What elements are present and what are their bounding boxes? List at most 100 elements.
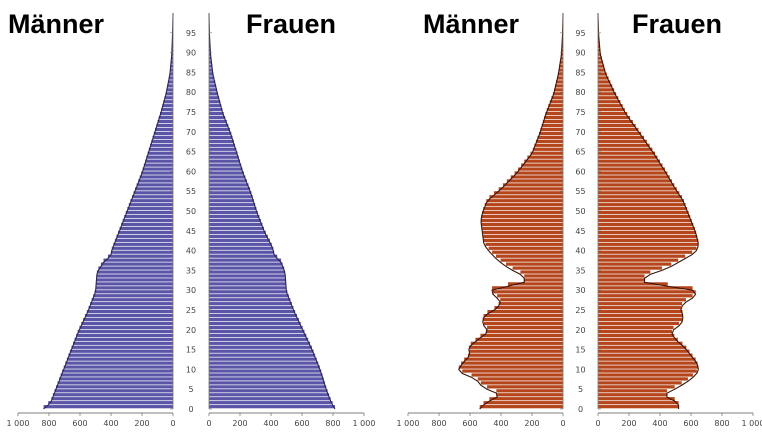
bar-right-age-66 [209, 143, 236, 147]
bar-right-age-10 [598, 365, 699, 369]
x-tick-label-right: 800 [325, 419, 340, 428]
bar-left-age-63 [146, 155, 173, 159]
bar-right-age-47 [598, 218, 692, 223]
bar-right-age-35 [209, 266, 285, 270]
bar-right-age-90 [598, 48, 601, 52]
age-tick-label: 10 [186, 365, 196, 374]
pyramid-2-right-bars [598, 20, 699, 409]
x-tick-label-left: 1 000 [397, 419, 420, 428]
bar-left-age-4 [496, 389, 563, 393]
age-tick-label: 0 [578, 405, 583, 414]
bar-right-age-71 [209, 123, 229, 128]
bar-left-age-88 [560, 56, 563, 60]
bar-right-age-13 [209, 353, 316, 357]
age-tick-label: 20 [575, 326, 585, 335]
age-tick-label: 15 [575, 346, 585, 355]
bar-right-age-28 [209, 294, 289, 298]
bar-left-age-13 [468, 353, 563, 357]
x-tick-label-right: 800 [714, 419, 729, 428]
bar-right-age-70 [209, 127, 230, 132]
bar-left-age-5 [55, 385, 173, 389]
age-tick-label: 85 [575, 68, 585, 77]
bar-right-age-81 [209, 84, 217, 88]
bar-left-age-16 [73, 341, 173, 345]
bar-right-age-82 [209, 80, 216, 84]
x-tick-label-left: 800 [41, 419, 56, 428]
pyramid-2-left-bars [458, 24, 564, 409]
bar-left-age-60 [142, 167, 173, 171]
bar-right-age-84 [209, 72, 214, 76]
bar-left-age-86 [559, 64, 563, 68]
bar-left-age-30 [95, 286, 173, 290]
bar-left-age-89 [171, 52, 173, 56]
bar-right-age-83 [598, 76, 609, 80]
bar-left-age-67 [151, 139, 173, 143]
age-tick-label: 55 [186, 187, 196, 196]
bar-left-age-44 [117, 230, 173, 235]
bar-right-age-45 [209, 226, 265, 231]
bar-left-age-0 [43, 405, 173, 409]
bar-left-age-38 [495, 254, 563, 258]
bar-right-age-19 [209, 329, 305, 334]
bar-right-age-30 [209, 286, 287, 290]
bar-right-age-74 [209, 112, 224, 116]
bar-left-age-53 [489, 195, 564, 199]
bar-right-age-85 [209, 68, 213, 72]
bar-right-age-46 [598, 222, 694, 227]
x-tick-label-right: 200 [232, 419, 247, 428]
x-tick-label-left: 800 [431, 419, 446, 428]
bar-right-age-14 [598, 349, 690, 353]
bar-right-age-31 [209, 282, 287, 286]
bar-left-age-45 [119, 226, 174, 231]
bar-left-age-16 [470, 341, 563, 345]
bar-left-age-41 [485, 242, 563, 246]
bar-left-age-88 [171, 56, 173, 60]
bar-right-age-36 [209, 262, 283, 266]
bar-right-age-54 [598, 191, 680, 195]
age-tick-label: 65 [186, 148, 196, 157]
bar-left-age-78 [164, 96, 173, 100]
bar-left-age-62 [524, 159, 563, 163]
bar-left-age-40 [488, 246, 563, 250]
x-tick-label-left: 600 [72, 419, 87, 428]
bar-right-age-66 [598, 143, 650, 147]
bar-left-age-76 [548, 104, 563, 108]
bar-right-age-17 [209, 337, 309, 341]
pyramid-2-right-label: Frauen [632, 9, 722, 39]
bar-right-age-91 [598, 44, 600, 48]
bar-left-age-42 [483, 238, 563, 242]
bar-left-age-33 [524, 274, 563, 278]
bar-left-age-75 [546, 108, 563, 112]
bar-right-age-78 [598, 96, 619, 100]
bar-left-age-44 [482, 230, 563, 235]
bar-left-age-74 [545, 112, 563, 116]
bar-left-age-37 [500, 258, 563, 262]
bar-left-age-39 [111, 250, 173, 254]
bar-right-age-67 [209, 139, 234, 143]
bar-left-age-43 [116, 234, 173, 239]
bar-right-age-7 [598, 377, 688, 381]
bar-left-age-2 [51, 397, 173, 401]
age-tick-label: 30 [575, 286, 585, 295]
bar-left-age-19 [485, 329, 563, 334]
bar-right-age-75 [598, 108, 625, 112]
bar-right-age-59 [598, 171, 668, 175]
bar-left-age-5 [487, 385, 563, 389]
bar-left-age-55 [498, 187, 564, 191]
bar-left-age-50 [483, 207, 564, 211]
bar-right-age-49 [209, 211, 258, 215]
bar-left-age-34 [96, 270, 173, 274]
bar-right-age-17 [598, 337, 678, 341]
bar-right-age-57 [598, 179, 673, 183]
bar-right-age-26 [598, 302, 683, 306]
bar-left-age-60 [518, 167, 563, 171]
bar-right-age-36 [598, 262, 672, 266]
bar-left-age-66 [150, 143, 173, 147]
bar-right-age-37 [598, 258, 679, 262]
bar-left-age-63 [527, 155, 563, 159]
bar-right-age-78 [209, 96, 220, 100]
pyramid-2-left-outline [458, 12, 564, 410]
bar-left-age-18 [480, 333, 563, 338]
age-tick-label: 20 [186, 326, 196, 335]
bar-right-age-34 [598, 270, 651, 274]
